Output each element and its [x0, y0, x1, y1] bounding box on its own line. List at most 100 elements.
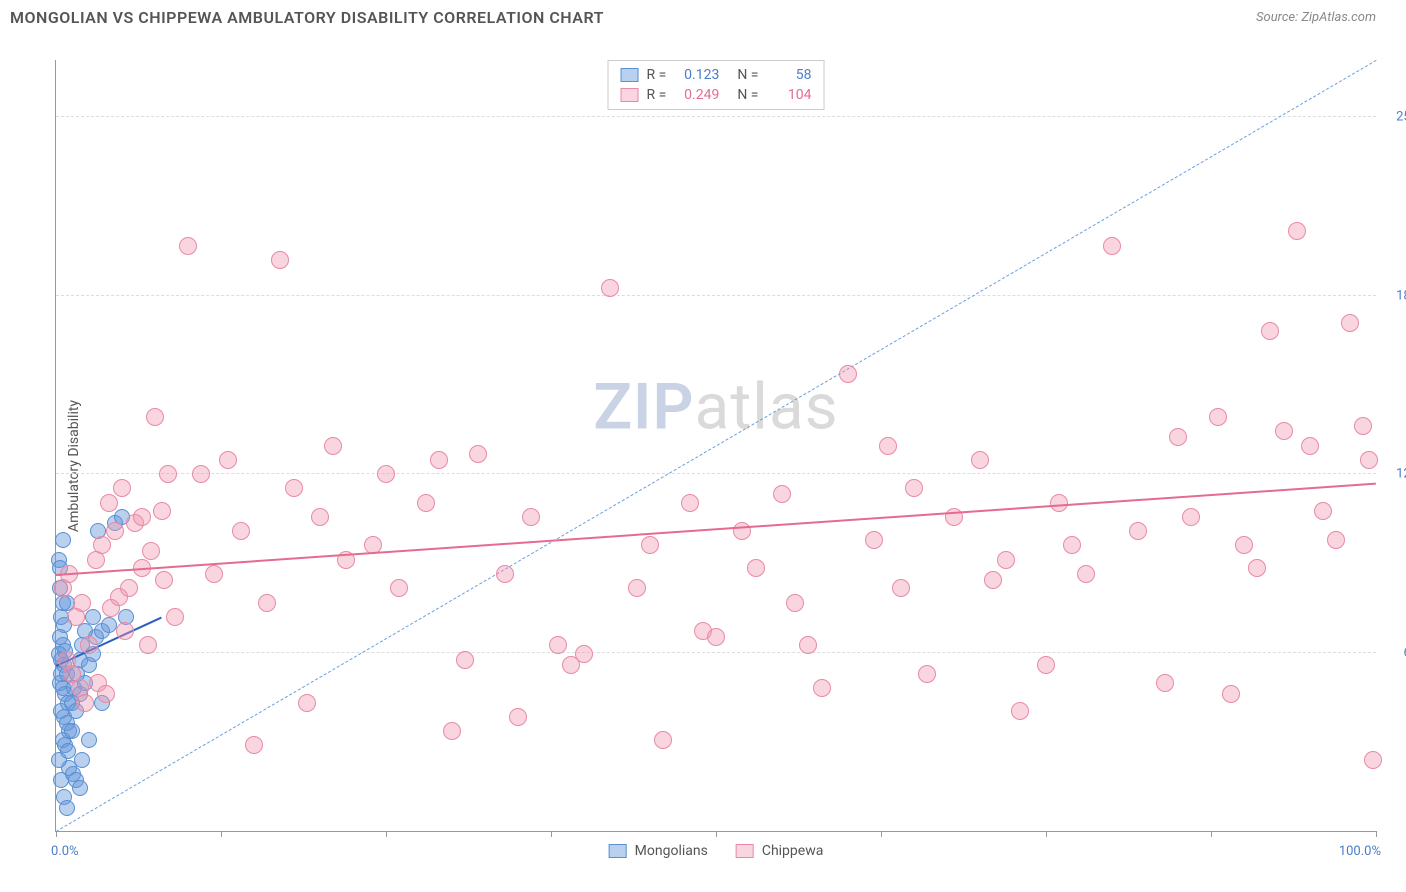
scatter-point [443, 722, 461, 740]
scatter-point [575, 645, 593, 663]
scatter-point [522, 508, 540, 526]
watermark: ZIPatlas [593, 369, 838, 444]
scatter-point [1182, 508, 1200, 526]
trend-line [56, 483, 1376, 576]
x-tick [881, 831, 882, 837]
scatter-point [1156, 674, 1174, 692]
n-value: 104 [766, 87, 811, 103]
x-tick [551, 831, 552, 837]
scatter-point [1011, 702, 1029, 720]
scatter-point [601, 279, 619, 297]
x-axis-min-label: 0.0% [51, 844, 79, 859]
source-attribution: Source: ZipAtlas.com [1256, 10, 1376, 25]
n-label: N = [737, 87, 758, 103]
scatter-point [377, 465, 395, 483]
correlation-legend: R =0.123N =58R =0.249N =104 [608, 60, 825, 110]
scatter-point [142, 542, 160, 560]
scatter-point [681, 494, 699, 512]
legend-swatch [621, 88, 639, 102]
scatter-point [654, 731, 672, 749]
scatter-point [747, 559, 765, 577]
scatter-point [113, 479, 131, 497]
scatter-point [1103, 237, 1121, 255]
scatter-point [205, 565, 223, 583]
scatter-point [101, 617, 117, 633]
scatter-point [146, 408, 164, 426]
scatter-point [1209, 408, 1227, 426]
scatter-point [509, 708, 527, 726]
y-tick-label: 18.8% [1381, 288, 1406, 303]
scatter-point [1354, 417, 1372, 435]
scatter-point [311, 508, 329, 526]
scatter-point [55, 532, 71, 548]
scatter-point [918, 665, 936, 683]
scatter-point [456, 651, 474, 669]
y-tick-label: 12.5% [1381, 467, 1406, 482]
x-tick [386, 831, 387, 837]
scatter-point [641, 536, 659, 554]
scatter-point [1222, 685, 1240, 703]
scatter-point [245, 736, 263, 754]
gridline [56, 473, 1376, 474]
scatter-point [1327, 531, 1345, 549]
chart-header: MONGOLIAN VS CHIPPEWA AMBULATORY DISABIL… [0, 0, 1406, 31]
r-value: 0.249 [674, 87, 719, 103]
scatter-point [106, 522, 124, 540]
scatter-point [1288, 222, 1306, 240]
scatter-point [1037, 656, 1055, 674]
scatter-point [85, 609, 101, 625]
x-axis-max-label: 100.0% [1339, 844, 1381, 859]
scatter-point [74, 752, 90, 768]
r-label: R = [647, 87, 667, 103]
ideal-line [56, 60, 1377, 832]
scatter-point [1275, 422, 1293, 440]
scatter-point [179, 237, 197, 255]
legend-swatch [621, 68, 639, 82]
scatter-point [80, 636, 98, 654]
x-tick [1046, 831, 1047, 837]
legend-swatch [609, 844, 627, 858]
scatter-point [1261, 322, 1279, 340]
scatter-point [1169, 428, 1187, 446]
legend-series-label: Chippewa [762, 843, 824, 859]
scatter-point [430, 451, 448, 469]
scatter-point [813, 679, 831, 697]
scatter-point [1341, 314, 1359, 332]
scatter-point [81, 732, 97, 748]
scatter-point [97, 685, 115, 703]
chart-container: Ambulatory Disability ZIPatlas R =0.123N… [0, 40, 1406, 892]
legend-stat-row: R = 0.249 N = 104 [621, 85, 812, 105]
scatter-point [839, 365, 857, 383]
scatter-point [417, 494, 435, 512]
scatter-point [1314, 502, 1332, 520]
scatter-point [271, 251, 289, 269]
scatter-point [298, 694, 316, 712]
legend-swatch [736, 844, 754, 858]
scatter-point [1248, 559, 1266, 577]
legend-series-label: Mongolians [635, 843, 708, 859]
scatter-point [628, 579, 646, 597]
x-tick [1211, 831, 1212, 837]
scatter-point [155, 571, 173, 589]
scatter-point [865, 531, 883, 549]
scatter-point [285, 479, 303, 497]
scatter-point [905, 479, 923, 497]
scatter-point [1301, 437, 1319, 455]
x-tick [1376, 831, 1377, 837]
scatter-point [110, 588, 128, 606]
gridline [56, 116, 1376, 117]
scatter-point [984, 571, 1002, 589]
chart-title: MONGOLIAN VS CHIPPEWA AMBULATORY DISABIL… [10, 8, 604, 27]
scatter-point [469, 445, 487, 463]
scatter-point [53, 772, 69, 788]
scatter-point [139, 636, 157, 654]
scatter-point [1129, 522, 1147, 540]
scatter-point [1360, 451, 1378, 469]
scatter-point [773, 485, 791, 503]
series-legend: Mongolians Chippewa [609, 843, 824, 859]
scatter-point [192, 465, 210, 483]
scatter-point [496, 565, 514, 583]
scatter-point [786, 594, 804, 612]
n-label: N = [737, 67, 758, 83]
r-value: 0.123 [674, 67, 719, 83]
